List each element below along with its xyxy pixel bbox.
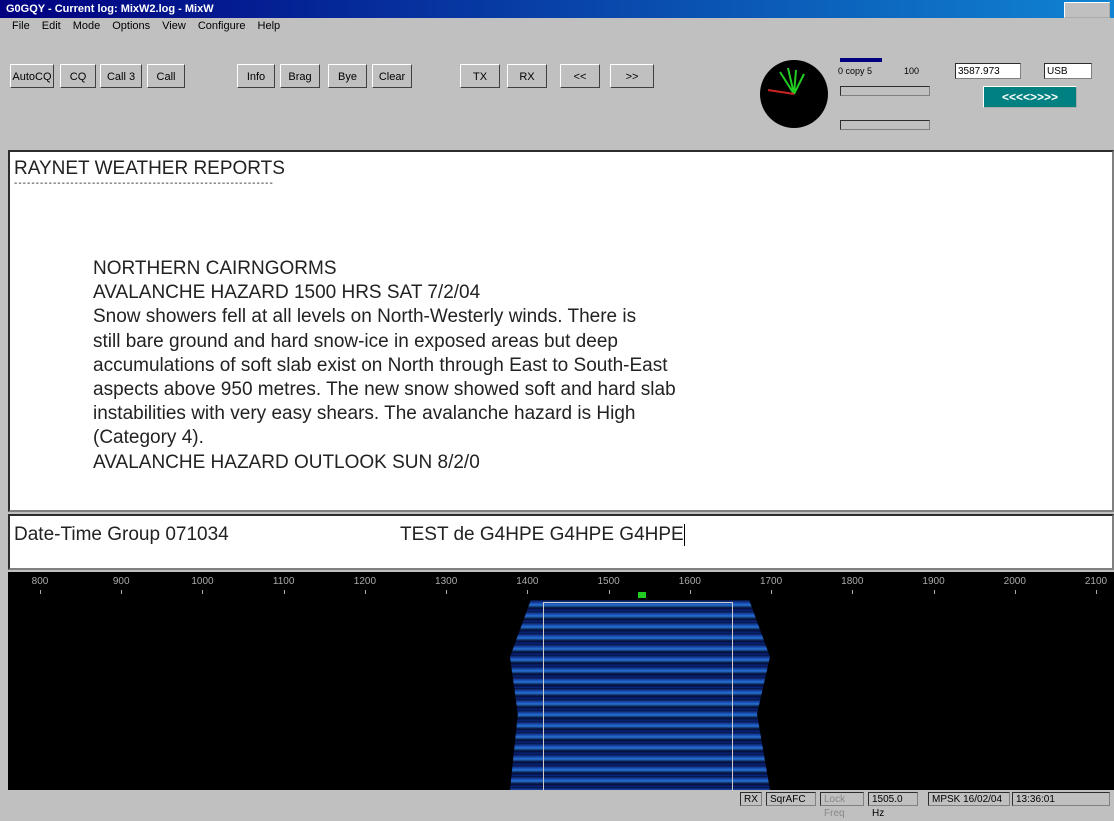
status-item: MPSK 16/02/04 [928, 792, 1010, 806]
scale-tick [689, 590, 691, 594]
toolbar-button[interactable]: Call 3 [100, 64, 142, 88]
afc-meter [840, 120, 930, 130]
receive-window: RAYNET WEATHER REPORTS -----------------… [8, 150, 1114, 512]
signal-bar [840, 58, 882, 62]
scale-label: 800 [31, 576, 49, 587]
scale-label: 1500 [597, 576, 620, 587]
scale-tick [202, 590, 204, 594]
cursor-marker [638, 592, 646, 598]
scale-label: 1600 [678, 576, 701, 587]
scale-tick [446, 590, 448, 594]
receive-line: still bare ground and hard snow-ice in e… [93, 330, 618, 352]
scale-label: 1700 [759, 576, 783, 587]
receive-rule: ----------------------------------------… [14, 178, 274, 189]
scale-tick [933, 590, 935, 594]
status-item: RX [740, 792, 762, 806]
receive-line: NORTHERN CAIRNGORMS [93, 258, 337, 279]
toolbar-button[interactable]: AutoCQ [10, 64, 54, 88]
receive-line: AVALANCHE HAZARD 1500 HRS SAT 7/2/04 [93, 282, 481, 304]
toolbar-button[interactable]: RX [507, 64, 547, 88]
scale-label: 1100 [272, 576, 295, 587]
menu-item[interactable]: File [12, 20, 30, 32]
transmit-window[interactable]: Date-Time Group 071034 TEST de G4HPE G4H… [8, 514, 1114, 570]
transmit-group: Date-Time Group 071034 [14, 524, 229, 545]
signal-text: 0 copy 5 [838, 66, 873, 76]
window-controls[interactable] [1064, 2, 1110, 18]
menu-bar: File Edit Mode Options View Configure Help [0, 18, 1114, 34]
scale-tick [527, 590, 529, 594]
toolbar-button[interactable]: TX [460, 64, 500, 88]
level-text: 100 [904, 66, 920, 76]
status-item: SqrAFC [766, 792, 816, 806]
transmit-text: TEST de G4HPE G4HPE G4HPE [400, 524, 685, 546]
menu-item[interactable]: Mode [72, 20, 101, 32]
scale-tick [608, 590, 610, 594]
toolbar-button[interactable]: CQ [60, 64, 96, 88]
menu-item[interactable]: Configure [197, 20, 246, 32]
scope-lines [767, 67, 805, 95]
signal-trace [510, 600, 770, 790]
receive-line: aspects above 950 metres. The new snow s… [93, 379, 676, 400]
toolbar-button[interactable]: Info [237, 64, 275, 88]
scale-tick [1014, 590, 1016, 594]
menu-item[interactable]: Help [257, 20, 281, 32]
status-item: Lock Freq [820, 792, 864, 819]
scale-label: 2000 [1003, 576, 1026, 587]
receive-line: accumulations of soft slab exist on Nort… [93, 354, 668, 376]
scale-tick [40, 590, 41, 594]
receive-line: instabilities with very easy shears. The… [93, 403, 636, 425]
scale-tick [852, 590, 854, 594]
scale-label: 2100 [1084, 576, 1108, 587]
scale-label: 1400 [516, 576, 539, 587]
tune-button[interactable]: <<<<>>>> [983, 86, 1077, 108]
status-bar: RX SqrAFC Lock Freq 1505.0 Hz MPSK 16/02/04 1… [0, 791, 1114, 819]
scale-label: 1000 [191, 576, 214, 587]
scale-label: 900 [112, 576, 130, 587]
scale-label: 1200 [353, 576, 377, 587]
menu-item[interactable]: View [162, 20, 186, 32]
scale-tick [771, 590, 773, 594]
toolbar-button[interactable]: Clear [372, 64, 412, 88]
menu-item[interactable]: Edit [41, 20, 61, 32]
mode-field[interactable]: USB [1044, 63, 1092, 79]
menu-item[interactable]: Options [112, 20, 151, 32]
scale-tick [283, 590, 285, 594]
toolbar-button[interactable]: Call [147, 64, 185, 88]
scale-tick [1096, 590, 1097, 594]
scale-tick [364, 590, 366, 594]
scale-label: 1900 [922, 576, 945, 587]
window-title: G0GQY - Current log: MixW2.log - MixW [6, 3, 214, 15]
toolbar-button[interactable]: Brag [280, 64, 320, 88]
level-meter [840, 86, 930, 96]
status-item: 13:36:01 [1012, 792, 1110, 806]
scale-tick [121, 590, 123, 594]
toolbar: AutoCQ CQ Call 3 Call Info Brag Bye Clear TX RX <<… [0, 34, 760, 150]
receive-line: AVALANCHE HAZARD OUTLOOK SUN 8/2/0 [93, 451, 480, 473]
bandwidth-marker [543, 602, 733, 790]
waterfall[interactable]: 800 900 1000 1100 1200 1300 1400 1500 1600 1700 18… [8, 572, 1114, 790]
receive-line: (Category 4). [93, 427, 204, 449]
toolbar-button[interactable]: >> [610, 64, 654, 88]
tuning-scope [760, 60, 828, 128]
title-bar: G0GQY - Current log: MixW2.log - MixW [0, 0, 1114, 18]
toolbar-button[interactable]: Bye [328, 64, 367, 88]
frequency-field[interactable]: 3587.973 [955, 63, 1021, 79]
receive-line: Snow showers fell at all levels on North… [93, 306, 637, 328]
status-item: 1505.0 Hz [868, 792, 918, 819]
toolbar-button[interactable]: << [560, 64, 600, 88]
scale-label: 1300 [435, 576, 458, 587]
receive-heading: RAYNET WEATHER REPORTS [14, 158, 285, 179]
scale-label: 1800 [841, 576, 864, 587]
